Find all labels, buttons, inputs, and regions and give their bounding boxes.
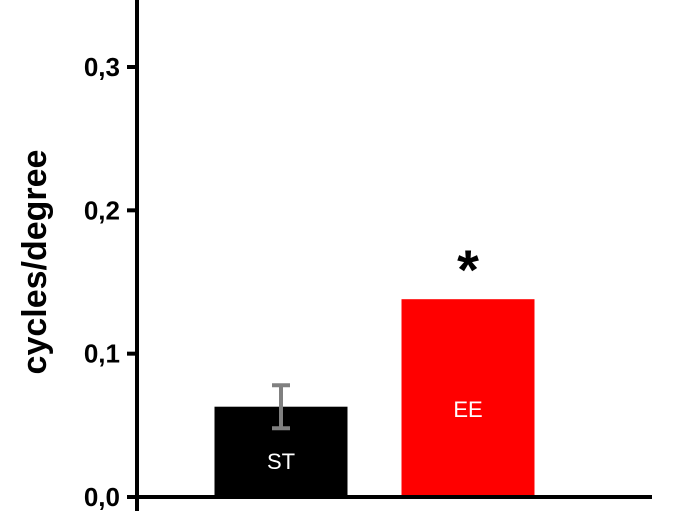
y-ticks-group: 0,0 0,1 0,2 0,3 [84,52,137,512]
bars-group [214,299,535,497]
error-bars-group [272,383,290,431]
annotations-group: * [457,238,479,301]
y-tick-label: 0,3 [84,52,120,82]
bar-labels-group: ST EE [267,397,483,474]
y-tick-label: 0,2 [84,195,120,225]
bar-label-st: ST [267,449,295,474]
bar-ee [401,299,535,497]
significance-asterisk: * [457,238,479,301]
y-axis-label: cycles/degree [16,150,54,375]
bar-label-ee: EE [453,397,482,422]
y-tick-label: 0,1 [84,339,120,369]
y-tick-label: 0,0 [84,482,120,512]
